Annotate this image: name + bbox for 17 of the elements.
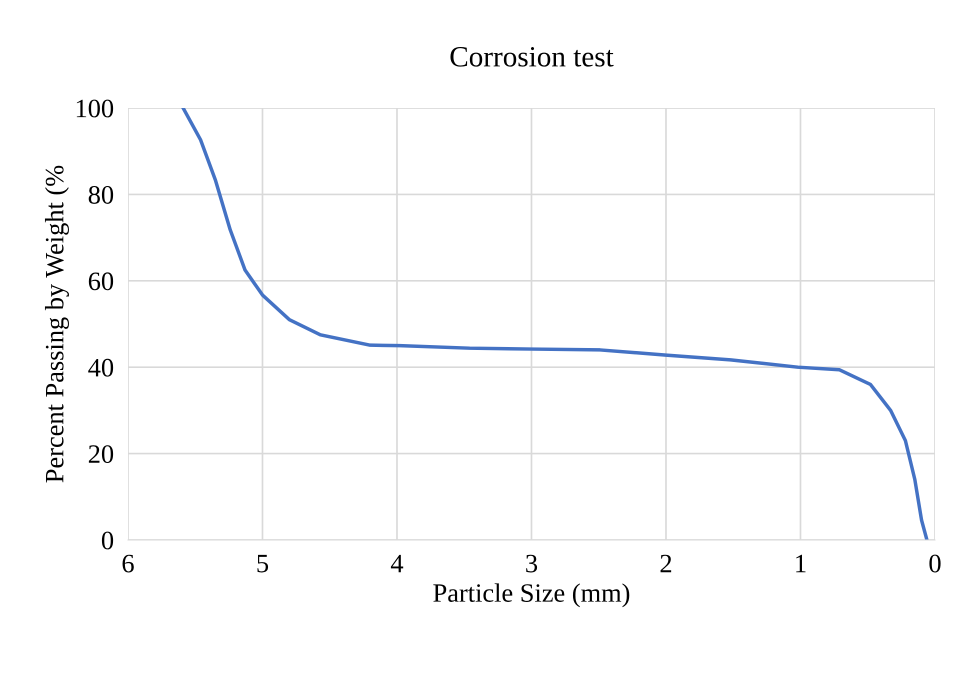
x-tick-label: 3 (526, 554, 538, 572)
x-tick-label: 0 (929, 554, 941, 572)
x-tick-label: 1 (796, 554, 806, 572)
x-tick-label: 4 (390, 554, 404, 572)
y-tick-label: 0 (102, 532, 114, 550)
line-series (181, 108, 929, 540)
y-tick-label: 60 (88, 272, 114, 290)
chart-title: Corrosion test (450, 47, 614, 67)
y-tick-label: 80 (88, 186, 114, 204)
y-tick-label: 20 (88, 445, 114, 464)
x-tick-label: 5 (257, 554, 268, 572)
x-axis-title: Particle Size (mm) (433, 583, 630, 608)
x-tick-label: 2 (660, 554, 672, 572)
y-axis-title: Percent Passing by Weight (% (44, 166, 69, 482)
y-tick-label: 100 (76, 100, 114, 118)
x-tick-label: 6 (122, 554, 134, 572)
y-tick-label: 40 (88, 358, 114, 377)
